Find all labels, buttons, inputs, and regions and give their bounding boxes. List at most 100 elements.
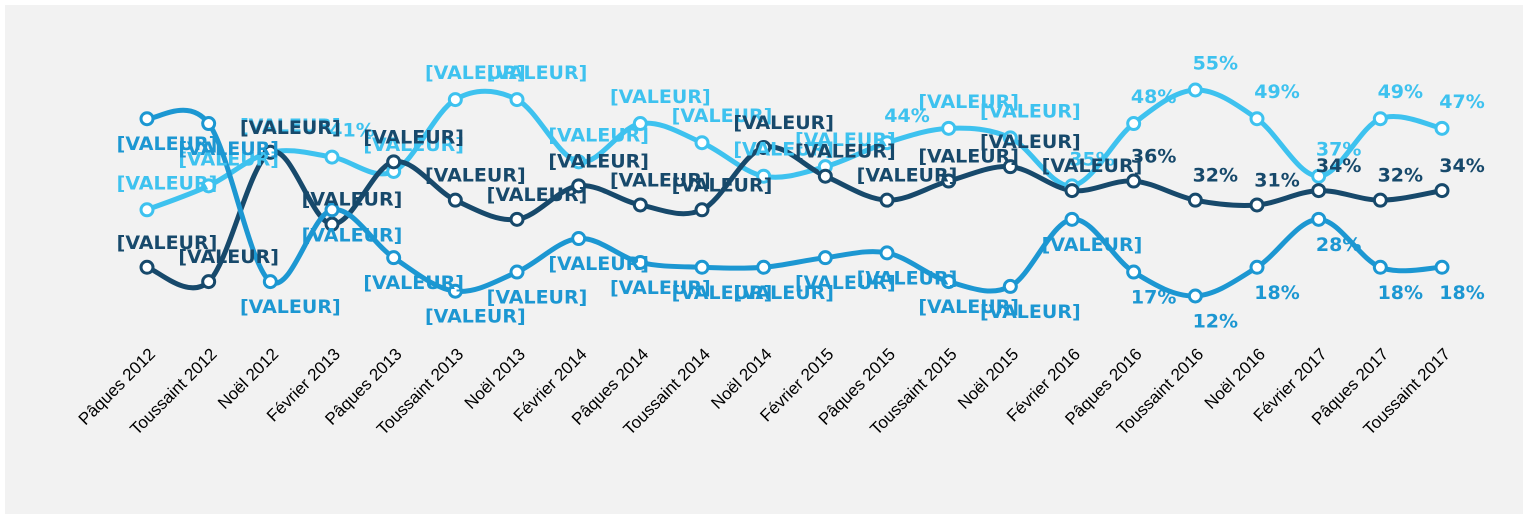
data-point — [262, 274, 278, 290]
data-point — [201, 274, 217, 290]
data-point — [1126, 173, 1142, 189]
data-label: [VALEUR] — [733, 112, 834, 134]
data-label: [VALEUR] — [610, 86, 711, 108]
data-label: [VALEUR] — [240, 296, 341, 318]
data-label: 32% — [1378, 165, 1423, 187]
data-label: 18% — [1254, 282, 1299, 304]
data-label: [VALEUR] — [980, 131, 1081, 153]
data-label: [VALEUR] — [487, 184, 588, 206]
data-label: [VALEUR] — [240, 117, 341, 139]
data-point — [1002, 278, 1018, 294]
data-point — [1311, 168, 1327, 184]
data-label: 32% — [1193, 165, 1238, 187]
data-label: 28% — [1316, 234, 1361, 256]
data-point — [201, 116, 217, 132]
data-label: [VALEUR] — [795, 129, 896, 151]
data-label: [VALEUR] — [610, 277, 711, 299]
data-label: [VALEUR] — [733, 139, 834, 161]
data-point — [817, 168, 833, 184]
data-label: [VALEUR] — [918, 91, 1019, 113]
data-point — [447, 192, 463, 208]
data-point — [139, 259, 155, 275]
data-point — [694, 259, 710, 275]
data-point — [1064, 211, 1080, 227]
data-label: [VALEUR] — [425, 165, 526, 187]
data-label: [VALEUR] — [1042, 234, 1143, 256]
data-label: [VALEUR] — [117, 232, 218, 254]
data-point — [386, 250, 402, 266]
data-point — [1372, 192, 1388, 208]
data-label: [VALEUR] — [425, 306, 526, 328]
data-label: [VALEUR] — [918, 146, 1019, 168]
data-label: 17% — [1131, 287, 1176, 309]
data-label: [VALEUR] — [487, 62, 588, 84]
data-point — [632, 254, 648, 270]
data-point — [941, 173, 957, 189]
data-label: [VALEUR] — [733, 282, 834, 304]
data-label: [VALEUR] — [302, 189, 403, 211]
data-point — [694, 202, 710, 218]
data-label: [VALEUR] — [363, 126, 464, 148]
data-label: 49% — [1378, 81, 1423, 103]
data-point — [324, 216, 340, 232]
data-point — [1187, 82, 1203, 98]
data-label: 44% — [884, 105, 929, 127]
data-label: 12% — [1193, 311, 1238, 333]
data-point — [756, 139, 772, 155]
data-point — [571, 231, 587, 247]
data-point — [386, 154, 402, 170]
data-label: [VALEUR] — [795, 141, 896, 163]
data-point — [879, 192, 895, 208]
data-label: 34% — [1316, 155, 1361, 177]
data-point — [139, 202, 155, 218]
data-point — [879, 245, 895, 261]
data-point — [1187, 192, 1203, 208]
data-point — [632, 197, 648, 213]
data-label: [VALEUR] — [980, 100, 1081, 122]
data-label: [VALEUR] — [857, 267, 958, 289]
data-point — [1434, 183, 1450, 199]
data-point — [694, 135, 710, 151]
data-point — [447, 283, 463, 299]
data-label: [VALEUR] — [672, 174, 773, 196]
data-point — [1249, 197, 1265, 213]
data-label: [VALEUR] — [302, 224, 403, 246]
data-label: 55% — [1193, 53, 1238, 75]
data-label: 47% — [1439, 91, 1484, 113]
data-point — [509, 92, 525, 108]
data-point — [1002, 130, 1018, 146]
data-label: [VALEUR] — [363, 134, 464, 156]
data-label: 18% — [1439, 282, 1484, 304]
data-label: [VALEUR] — [178, 138, 279, 160]
data-label: [VALEUR] — [918, 296, 1019, 318]
data-point — [1434, 259, 1450, 275]
data-label: [VALEUR] — [117, 133, 218, 155]
data-label: [VALEUR] — [795, 272, 896, 294]
data-point — [201, 178, 217, 194]
data-label: [VALEUR] — [980, 301, 1081, 323]
data-label: 31% — [1254, 169, 1299, 191]
data-label: 35% — [1069, 148, 1114, 170]
data-label: 48% — [1131, 86, 1176, 108]
data-point — [1126, 264, 1142, 280]
data-point — [632, 116, 648, 132]
data-label: [VALEUR] — [178, 148, 279, 170]
data-label: 37% — [1316, 139, 1361, 161]
data-point — [509, 211, 525, 227]
data-label: 49% — [1254, 81, 1299, 103]
data-point — [1372, 259, 1388, 275]
data-point — [1311, 211, 1327, 227]
data-label: 41% — [329, 120, 374, 142]
data-label: 18% — [1378, 282, 1423, 304]
data-point — [756, 168, 772, 184]
data-label: [VALEUR] — [178, 246, 279, 268]
data-point — [1311, 183, 1327, 199]
data-point — [324, 149, 340, 165]
data-point — [941, 120, 957, 136]
data-point — [1064, 183, 1080, 199]
data-label: [VALEUR] — [487, 287, 588, 309]
data-label: [VALEUR] — [548, 253, 649, 275]
data-label: [VALEUR] — [548, 124, 649, 146]
data-label: 36% — [1131, 146, 1176, 168]
